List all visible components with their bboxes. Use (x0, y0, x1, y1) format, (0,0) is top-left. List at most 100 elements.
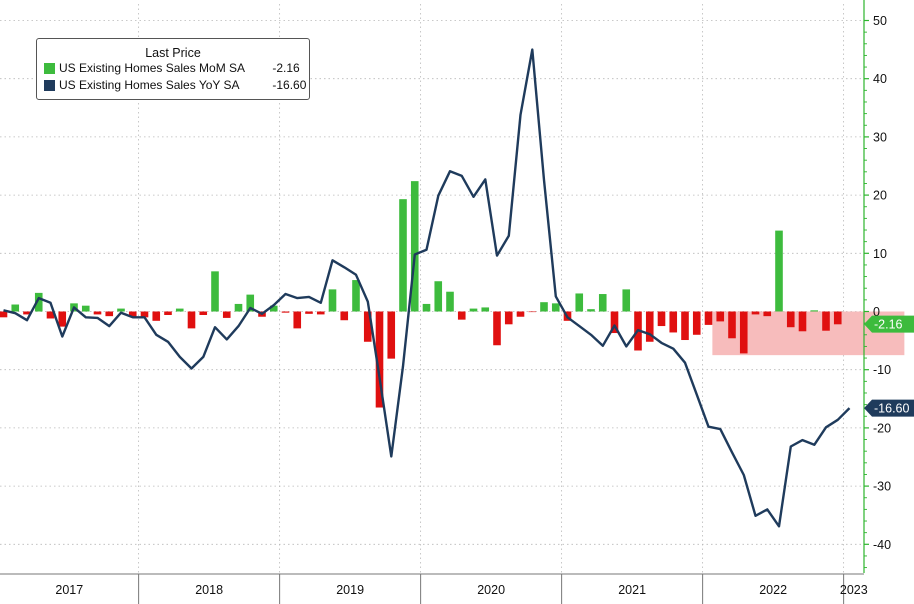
mom-bar (446, 291, 454, 312)
x-year-label: 2021 (618, 583, 646, 597)
x-year-label: 2022 (759, 583, 787, 597)
mom-bar (716, 311, 725, 322)
mom-bar (199, 311, 208, 315)
mom-bar (528, 311, 537, 313)
mom-bar (810, 310, 819, 312)
mom-bar (798, 311, 807, 332)
mom-bar (140, 311, 149, 318)
mom-bar (540, 302, 548, 312)
mom-bar (610, 311, 619, 334)
mom-bar (316, 311, 325, 315)
x-year-label: 2018 (195, 583, 223, 597)
y-tick-label: 10 (873, 247, 887, 261)
mom-bar (598, 294, 607, 312)
mom-bar (822, 311, 830, 331)
y-tick-label: -40 (873, 538, 891, 552)
mom-bar (434, 281, 443, 312)
mom-bar (23, 311, 31, 315)
x-year-label: 2023 (840, 583, 868, 597)
mom-bar (739, 311, 748, 354)
mom-bar (469, 308, 478, 312)
mom-bar (575, 293, 584, 312)
mom-bars (0, 181, 842, 408)
mom-bar (622, 289, 631, 312)
mom-bar (152, 311, 161, 321)
legend-entry-mom: US Existing Homes Sales MoM SA -2.16 (37, 60, 309, 77)
mom-bar (399, 199, 407, 312)
mom-bar (728, 311, 736, 339)
mom-bar (833, 311, 842, 325)
y-tick-label: -10 (873, 363, 891, 377)
mom-bar (587, 309, 595, 312)
mom-bar (363, 311, 372, 342)
mom-bar (328, 289, 337, 312)
mom-bar (375, 311, 384, 408)
mom-bar (81, 305, 90, 312)
y-tick-label: 50 (873, 14, 887, 28)
mom-bar (786, 311, 795, 328)
mom-bar (352, 280, 360, 312)
y-tick-label: -20 (873, 421, 891, 435)
mom-bar (293, 311, 302, 329)
mom-bar (657, 311, 666, 327)
legend-swatch-yoy (44, 80, 55, 91)
x-year-label: 2020 (477, 583, 505, 597)
mom-bar (222, 311, 231, 318)
legend: Last Price US Existing Homes Sales MoM S… (36, 38, 310, 100)
mom-bar (493, 311, 501, 346)
mom-bar (387, 311, 396, 359)
y-tick-label: 40 (873, 72, 887, 86)
last-value-flag (864, 399, 914, 417)
mom-bar (551, 303, 560, 312)
mom-bar (516, 311, 525, 317)
mom-bar (422, 303, 431, 312)
mom-bar (457, 311, 466, 320)
mom-bar (46, 311, 55, 319)
mom-bar (175, 308, 184, 312)
mom-bar (763, 311, 772, 317)
x-axis: 2017 2018 2019 2020 2021 2022 2023 (0, 573, 868, 604)
legend-entry-value: -16.60 (272, 78, 307, 92)
mom-bar (269, 305, 278, 312)
y-tick-label: -30 (873, 480, 891, 494)
mom-bar (34, 292, 43, 312)
mom-bar (645, 311, 654, 342)
mom-bar (234, 303, 243, 312)
y-tick-label: 20 (873, 189, 887, 203)
legend-entry-value: -2.16 (272, 61, 300, 75)
legend-entry-name: US Existing Homes Sales MoM SA (59, 61, 246, 75)
last-value-flag (864, 315, 914, 333)
x-year-label: 2019 (336, 583, 364, 597)
mom-bar (164, 311, 172, 315)
y-tick-label: 0 (873, 305, 880, 319)
y-axis: 50 40 30 20 10 0 -10 -20 -30 -40 (863, 0, 891, 573)
mom-bar (0, 311, 8, 318)
mom-bar (281, 311, 290, 313)
mom-bar (128, 311, 137, 317)
last-value-label: -2.16 (874, 318, 903, 332)
mom-bar (751, 311, 760, 315)
mom-bar (410, 181, 419, 312)
mom-bar (246, 294, 255, 312)
last-value-flags: -2.16 -16.60 (864, 315, 914, 417)
mom-bar (692, 311, 701, 335)
mom-bar (187, 311, 196, 329)
mom-bar (211, 271, 219, 312)
mom-bar (504, 311, 513, 325)
mom-bar (340, 311, 349, 321)
y-tick-label: 30 (873, 130, 887, 144)
x-year-label: 2017 (55, 583, 83, 597)
mom-bar (117, 308, 125, 312)
mom-bar (305, 311, 313, 314)
legend-title: Last Price (145, 46, 201, 60)
legend-swatch-mom (44, 63, 55, 74)
mom-bar (11, 304, 20, 312)
legend-entry-name: US Existing Homes Sales YoY SA (59, 78, 240, 92)
mom-bar (481, 307, 490, 312)
mom-bar (681, 311, 689, 341)
last-value-label: -16.60 (874, 402, 909, 416)
mom-bar (669, 311, 678, 333)
yoy-line (3, 48, 851, 528)
mom-bar (58, 311, 67, 327)
